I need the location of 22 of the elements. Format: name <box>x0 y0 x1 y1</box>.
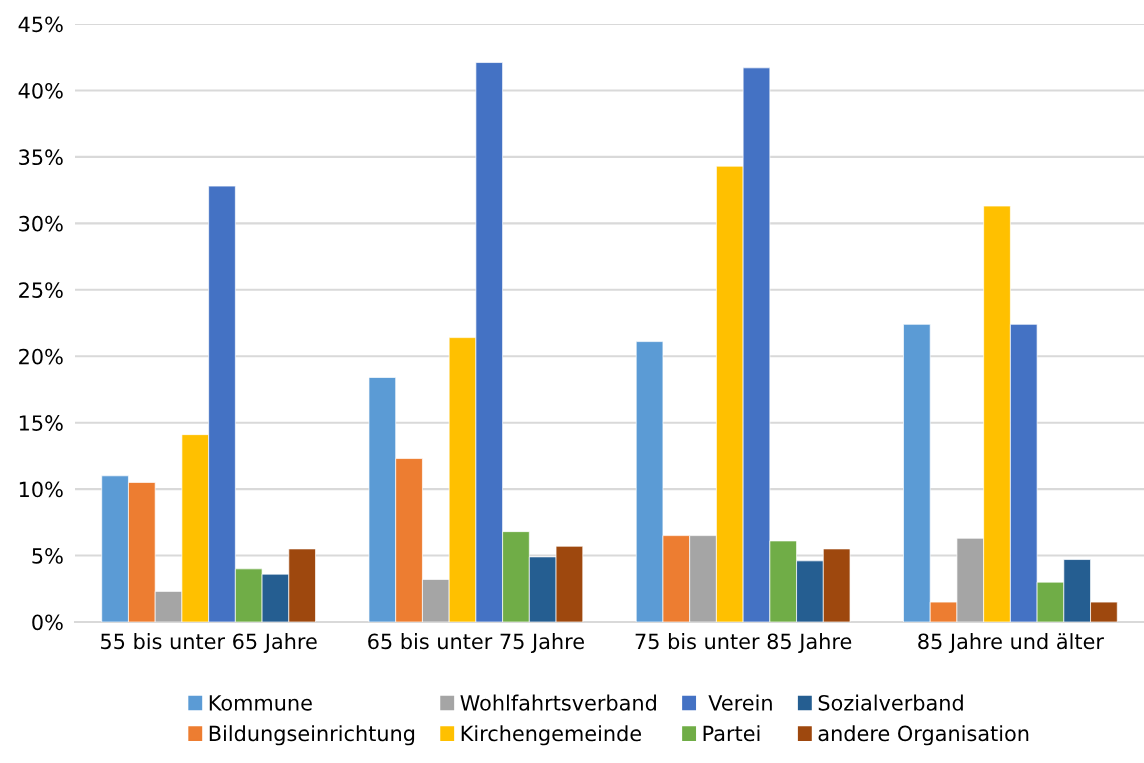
legend-label: Kirchengemeinde <box>461 725 642 746</box>
x-tick-label: 65 bis unter 75 Jahre <box>368 633 584 654</box>
x-tick-label: 75 bis unter 85 Jahre <box>635 633 852 654</box>
legend-label: Wohlfahrtsverband <box>460 694 656 711</box>
legend-label: Partei <box>703 725 760 742</box>
legend-label: Bildungseinrichtung <box>209 725 415 746</box>
legend-label: Sozialverband <box>818 694 963 711</box>
y-tick-label: 25% <box>19 282 63 298</box>
y-tick-label: 10% <box>19 481 63 498</box>
legend-label: Kommune <box>209 695 312 711</box>
y-tick-label: 20% <box>19 348 63 365</box>
y-tick-label: 5% <box>32 548 63 564</box>
y-tick-label: 40% <box>18 82 63 99</box>
y-tick-label: 35% <box>19 149 63 166</box>
y-tick-label: 15% <box>19 415 63 431</box>
legend-label: Verein <box>708 694 772 711</box>
y-tick-label: 0% <box>32 614 63 631</box>
y-tick-label: 45% <box>18 16 63 33</box>
legend-label: andere Organisation <box>818 725 1029 746</box>
y-tick-label: 30% <box>19 215 63 232</box>
x-tick-label: 85 Jahre und älter <box>918 633 1104 654</box>
x-tick-label: 55 bis unter 65 Jahre <box>101 633 317 654</box>
